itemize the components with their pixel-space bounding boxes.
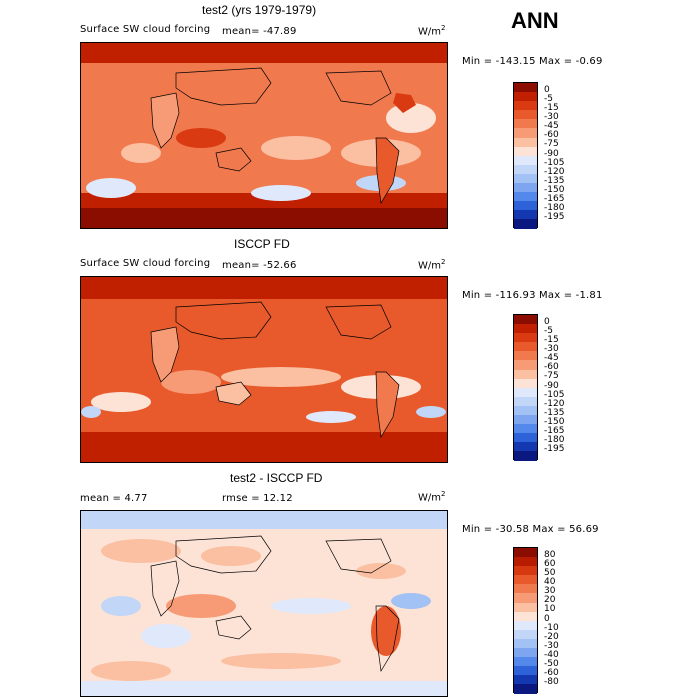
panel2-map (80, 276, 448, 463)
panel1-tick: -15 (544, 103, 559, 113)
panel2-tick: -30 (544, 344, 559, 354)
panel1-tick: -150 (544, 185, 565, 195)
panel2-minmax: Min = -116.93 Max = -1.81 (462, 290, 603, 301)
panel1-tick: -60 (544, 130, 559, 140)
panel3-tick: 60 (544, 559, 556, 569)
panel3-mean-label: mean = 4.77 (80, 493, 148, 504)
panel1-tick: -90 (544, 149, 559, 159)
panel2-tick: -150 (544, 417, 565, 427)
panel2-tick: -180 (544, 435, 565, 445)
panel3-tick: -40 (544, 650, 559, 660)
season-label: ANN (511, 8, 559, 33)
panel1-mean-label: mean= -47.89 (222, 26, 297, 37)
panel3-minmax: Min = -30.58 Max = 56.69 (462, 524, 599, 535)
panel1-tick: -45 (544, 121, 559, 131)
panel3-title: test2 - ISCCP FD (230, 471, 323, 485)
panel2-tick: -195 (544, 444, 565, 454)
panel3-colorbar (513, 547, 538, 694)
panel1-units: W/m2 (418, 24, 446, 38)
panel3-map (80, 510, 448, 697)
panel3-tick: 40 (544, 577, 556, 587)
panel3-tick: -50 (544, 659, 559, 669)
panel2-variable-label: Surface SW cloud forcing (80, 258, 211, 269)
panel2-tick: -75 (544, 371, 559, 381)
panel2-tick: -5 (544, 326, 553, 336)
panel3-units: W/m2 (418, 490, 446, 504)
panel2-units: W/m2 (418, 258, 446, 272)
panel1-tick: -105 (544, 158, 565, 168)
panel2-mean-label: mean= -52.66 (222, 260, 297, 271)
panel2-tick: -90 (544, 381, 559, 391)
panel3-tick: 0 (544, 614, 550, 624)
panel2-title: ISCCP FD (234, 237, 290, 251)
panel2-tick: -135 (544, 408, 565, 418)
panel3-tick: -60 (544, 668, 559, 678)
panel2-tick: -60 (544, 362, 559, 372)
panel3-tick: 20 (544, 595, 556, 605)
panel1-variable-label: Surface SW cloud forcing (80, 24, 211, 35)
panel1-tick: 0 (544, 85, 550, 95)
panel1-tick: -195 (544, 212, 565, 222)
panel3-tick: -30 (544, 641, 559, 651)
panel1-tick: -5 (544, 94, 553, 104)
panel2-tick: -45 (544, 353, 559, 363)
panel1-tick: -135 (544, 176, 565, 186)
panel1-minmax: Min = -143.15 Max = -0.69 (462, 56, 603, 67)
panel3-tick: 30 (544, 586, 556, 596)
panel2-tick: -105 (544, 390, 565, 400)
panel2-tick: 0 (544, 317, 550, 327)
panel3-tick: -10 (544, 623, 559, 633)
panel2-colorbar (513, 314, 538, 461)
panel1-tick: -165 (544, 194, 565, 204)
panel3-tick: -20 (544, 632, 559, 642)
panel3-tick: 10 (544, 604, 556, 614)
panel2-tick: -165 (544, 426, 565, 436)
panel1-colorbar (513, 82, 538, 229)
panel1-map (80, 42, 448, 229)
panel1-tick: -30 (544, 112, 559, 122)
panel1-tick: -75 (544, 139, 559, 149)
panel3-rmse-label: rmse = 12.12 (222, 493, 293, 504)
panel3-tick: 80 (544, 550, 556, 560)
panel1-tick: -120 (544, 167, 565, 177)
panel1-title: test2 (yrs 1979-1979) (202, 3, 317, 17)
panel3-tick: 50 (544, 568, 556, 578)
panel1-tick: -180 (544, 203, 565, 213)
panel2-tick: -15 (544, 335, 559, 345)
panel2-tick: -120 (544, 399, 565, 409)
panel3-tick: -80 (544, 677, 559, 687)
